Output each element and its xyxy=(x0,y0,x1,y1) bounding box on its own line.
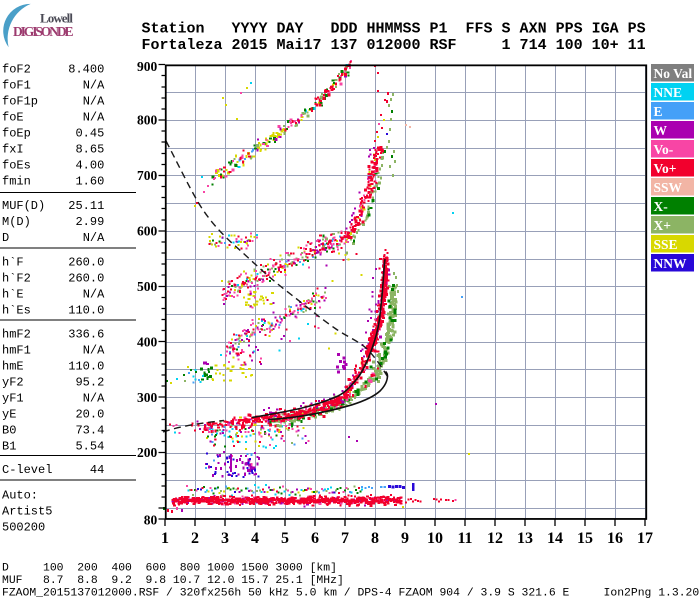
svg-text:15: 15 xyxy=(577,530,593,547)
svg-text:44: 44 xyxy=(90,463,104,477)
svg-text:200: 200 xyxy=(137,445,158,460)
svg-text:0.45: 0.45 xyxy=(75,127,104,141)
svg-text:25.11: 25.11 xyxy=(68,199,104,213)
svg-text:N/A: N/A xyxy=(83,79,105,93)
svg-text:110.0: 110.0 xyxy=(68,359,104,373)
svg-text:1: 1 xyxy=(161,530,169,547)
svg-text:5: 5 xyxy=(281,530,289,547)
svg-text:8.65: 8.65 xyxy=(75,143,104,157)
svg-text:hmE: hmE xyxy=(2,359,24,373)
svg-text:13: 13 xyxy=(517,530,533,547)
svg-text:SSE: SSE xyxy=(654,237,678,252)
svg-text:Vo+: Vo+ xyxy=(654,161,677,176)
svg-text:X-: X- xyxy=(654,199,668,214)
svg-text:73.4: 73.4 xyxy=(75,423,104,437)
svg-text:95.2: 95.2 xyxy=(75,375,104,389)
svg-text:No Val: No Val xyxy=(654,66,693,81)
svg-text:800: 800 xyxy=(137,113,158,128)
svg-text:Vo-: Vo- xyxy=(654,142,674,157)
svg-text:h`Es: h`Es xyxy=(2,304,31,318)
svg-text:7: 7 xyxy=(341,530,349,547)
svg-text:NNW: NNW xyxy=(654,256,687,271)
svg-text:foF2: foF2 xyxy=(2,63,31,77)
svg-text:700: 700 xyxy=(137,168,158,183)
svg-text:3: 3 xyxy=(221,530,229,547)
svg-text:20.0: 20.0 xyxy=(75,407,104,421)
svg-text:foEs: foEs xyxy=(2,159,31,173)
svg-text:yE: yE xyxy=(2,407,16,421)
svg-text:500: 500 xyxy=(137,279,158,294)
svg-text:W: W xyxy=(654,123,668,138)
svg-text:h`F: h`F xyxy=(2,256,24,270)
svg-text:DIGISONDE: DIGISONDE xyxy=(13,24,74,39)
svg-text:500200: 500200 xyxy=(2,521,45,535)
svg-text:Fortaleza 2015 Mai17 137 01200: Fortaleza 2015 Mai17 137 012000 RSF 1 71… xyxy=(142,37,646,54)
svg-text:260.0: 260.0 xyxy=(68,272,104,286)
svg-text:yF1: yF1 xyxy=(2,391,24,405)
svg-text:336.6: 336.6 xyxy=(68,327,104,341)
svg-text:yF2: yF2 xyxy=(2,375,24,389)
svg-text:8: 8 xyxy=(371,530,379,547)
svg-text:X+: X+ xyxy=(654,218,671,233)
svg-text:fmin: fmin xyxy=(2,175,31,189)
svg-text:D: D xyxy=(2,231,9,245)
svg-text:N/A: N/A xyxy=(83,391,105,405)
svg-text:11: 11 xyxy=(457,530,472,547)
svg-text:h`E: h`E xyxy=(2,288,24,302)
svg-text:MUF 8.7 8.8 9.2 9.8 10.7: MUF 8.7 8.8 9.2 9.8 10.7 12.0 15.7 25.1 … xyxy=(2,575,344,587)
svg-text:N/A: N/A xyxy=(83,231,105,245)
svg-text:N/A: N/A xyxy=(83,288,105,302)
svg-text:foF1: foF1 xyxy=(2,79,31,93)
svg-text:1.60: 1.60 xyxy=(75,175,104,189)
svg-text:foEp: foEp xyxy=(2,127,31,141)
svg-text:B1: B1 xyxy=(2,439,16,453)
svg-text:8.400: 8.400 xyxy=(68,63,104,77)
svg-text:C-level: C-level xyxy=(2,463,52,477)
svg-text:N/A: N/A xyxy=(83,111,105,125)
svg-text:10: 10 xyxy=(427,530,443,547)
svg-text:Auto:: Auto: xyxy=(2,489,38,503)
svg-text:300: 300 xyxy=(137,390,158,405)
svg-text:6: 6 xyxy=(311,530,319,547)
svg-text:Lowell: Lowell xyxy=(40,11,73,26)
svg-text:400: 400 xyxy=(137,334,158,349)
svg-text:14: 14 xyxy=(547,530,563,547)
svg-text:M(D): M(D) xyxy=(2,215,31,229)
svg-text:hmF1: hmF1 xyxy=(2,343,31,357)
svg-text:80: 80 xyxy=(144,513,158,528)
svg-text:E: E xyxy=(654,104,663,119)
svg-text:4: 4 xyxy=(251,530,259,547)
svg-text:2.99: 2.99 xyxy=(75,215,104,229)
svg-text:260.0: 260.0 xyxy=(68,256,104,270)
svg-text:110.0: 110.0 xyxy=(68,304,104,318)
svg-text:MUF(D): MUF(D) xyxy=(2,199,45,213)
svg-text:900: 900 xyxy=(137,59,158,74)
svg-text:9: 9 xyxy=(401,530,409,547)
svg-text:hmF2: hmF2 xyxy=(2,327,31,341)
svg-text:600: 600 xyxy=(137,224,158,239)
svg-text:fxI: fxI xyxy=(2,143,24,157)
svg-text:NNE: NNE xyxy=(654,85,683,100)
svg-text:foE: foE xyxy=(2,111,24,125)
svg-text:D 100 200 400 600 800: D 100 200 400 600 800 1000 1500 3000 [km… xyxy=(2,563,337,575)
svg-text:SSW: SSW xyxy=(654,180,683,195)
svg-text:12: 12 xyxy=(487,530,503,547)
svg-text:4.00: 4.00 xyxy=(75,159,104,173)
svg-text:h`F2: h`F2 xyxy=(2,272,31,286)
svg-text:B0: B0 xyxy=(2,423,16,437)
svg-text:FZAOM_2015137012000.RSF / 320f: FZAOM_2015137012000.RSF / 320fx256h 50 k… xyxy=(2,588,699,600)
svg-text:foF1p: foF1p xyxy=(2,95,38,109)
svg-text:N/A: N/A xyxy=(83,95,105,109)
svg-text:Artist5: Artist5 xyxy=(2,505,52,519)
svg-text:Station YYYY DAY DDD HHMMS: Station YYYY DAY DDD HHMMSS P1 FFS S AXN… xyxy=(142,20,646,37)
svg-text:N/A: N/A xyxy=(83,343,105,357)
svg-text:5.54: 5.54 xyxy=(75,439,104,453)
svg-text:17: 17 xyxy=(637,530,653,547)
svg-text:16: 16 xyxy=(607,530,623,547)
svg-text:2: 2 xyxy=(191,530,199,547)
